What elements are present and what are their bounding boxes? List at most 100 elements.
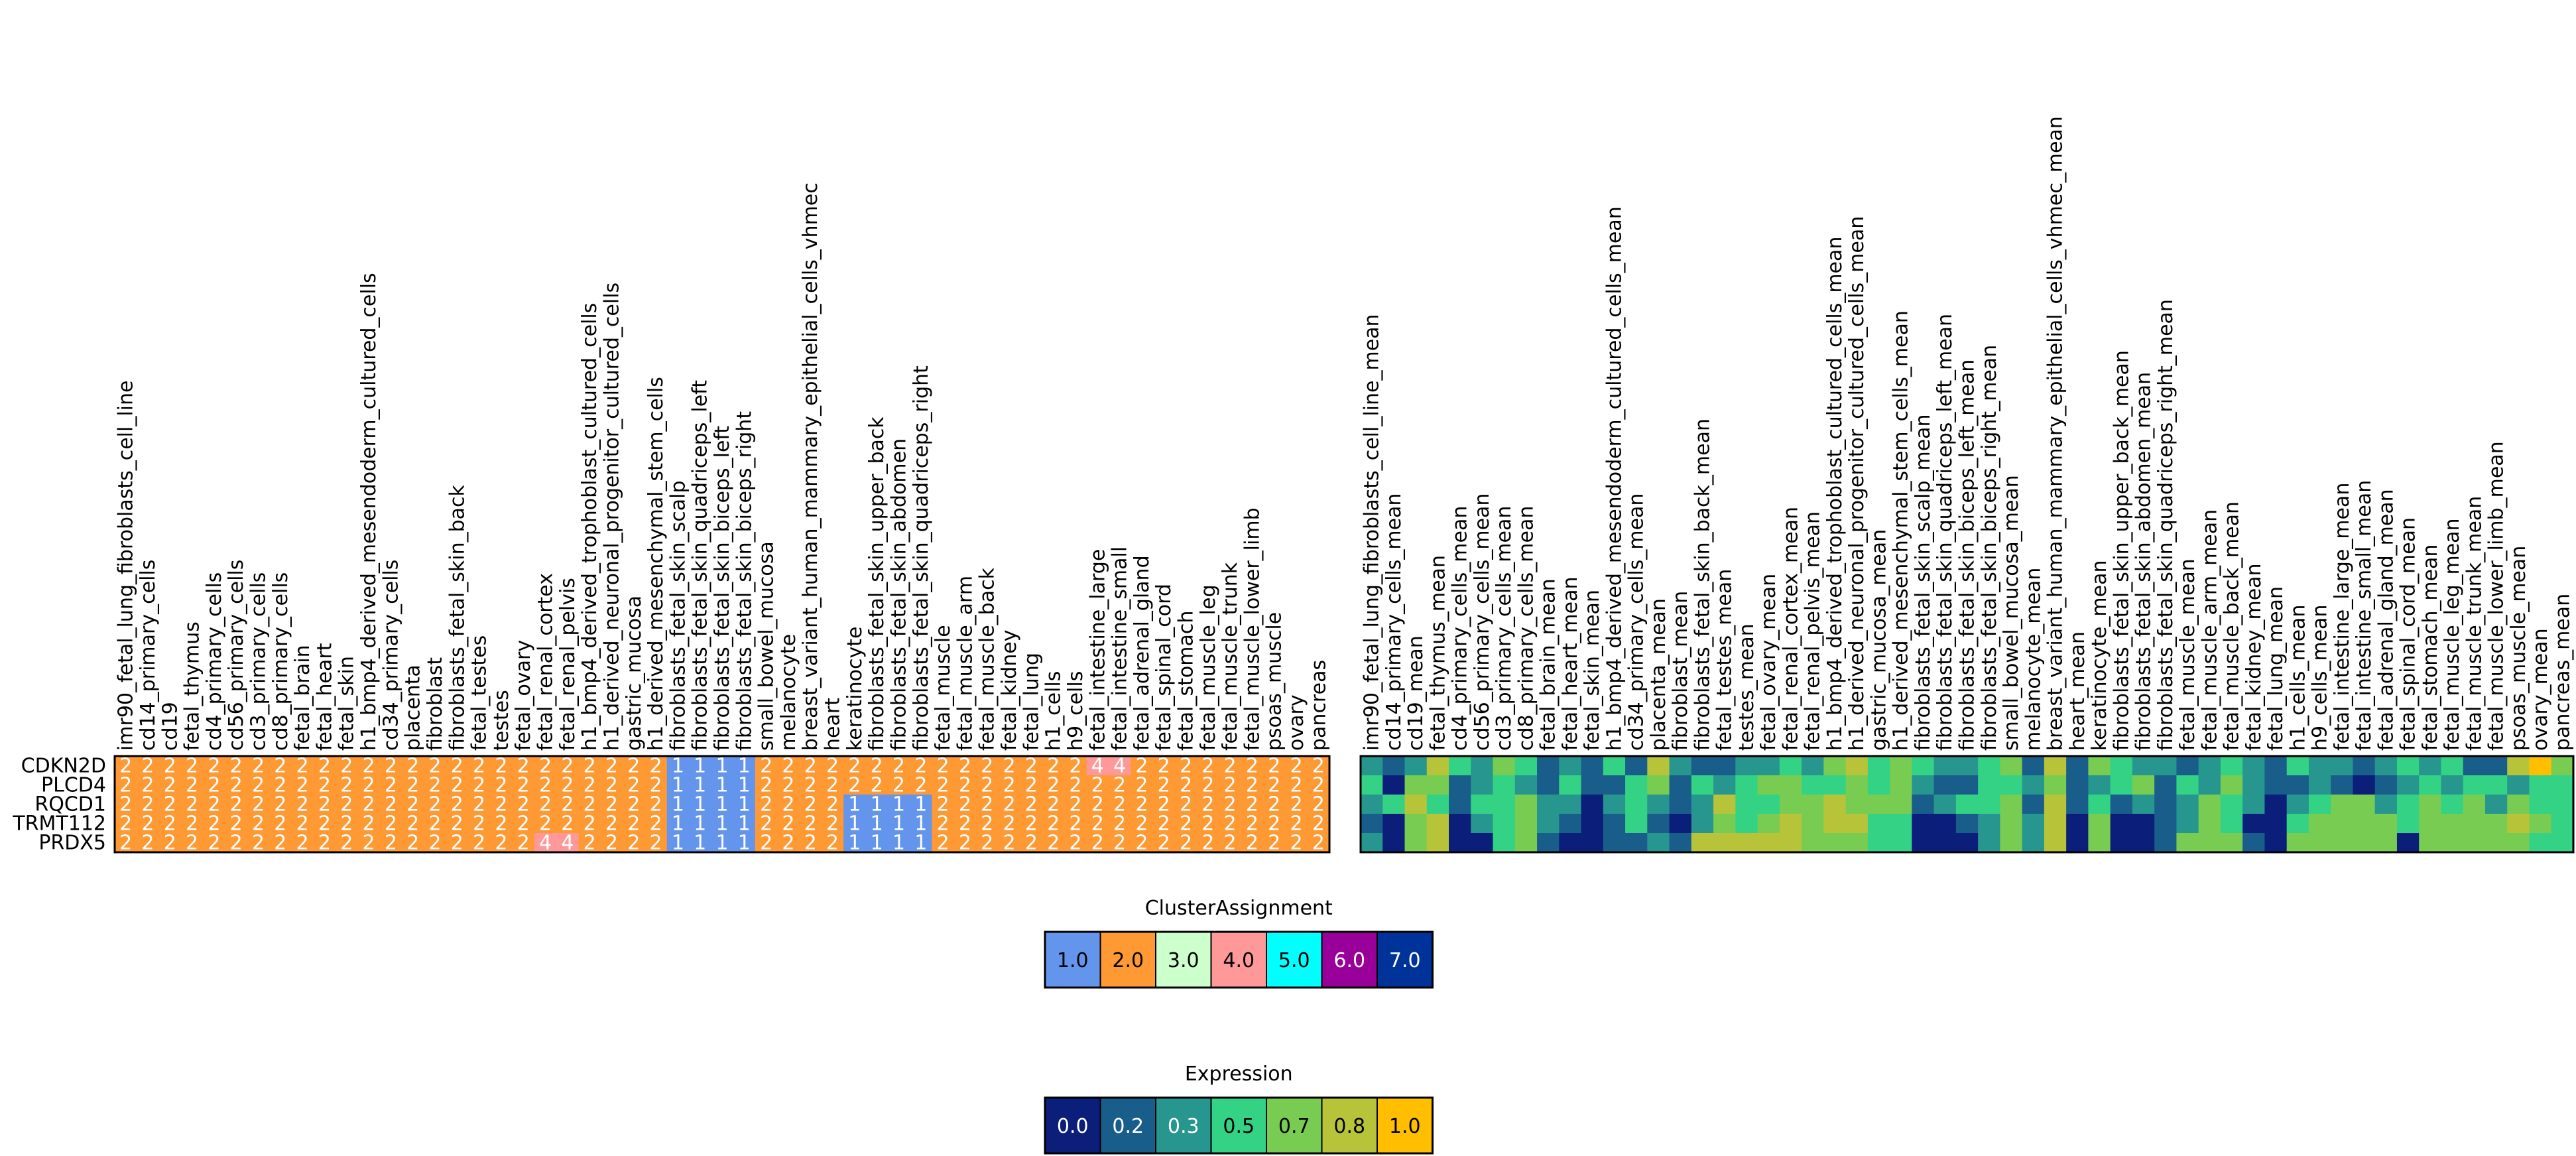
heatmap-cell	[887, 833, 910, 853]
cell-label: 2	[119, 832, 132, 855]
heatmap-cell	[2463, 795, 2486, 814]
column-label: fibroblasts_fetal_skin_scalp	[666, 481, 690, 751]
cell-label: 2	[871, 755, 883, 778]
cell-label: 2	[1069, 832, 1081, 855]
heatmap-cell	[1955, 814, 1979, 834]
cell-label: 2	[539, 793, 552, 816]
heatmap-cell	[1404, 795, 1428, 814]
heatmap-cell	[2419, 833, 2442, 853]
cell-label: 1	[715, 774, 728, 797]
cell-label: 2	[428, 812, 441, 836]
cell-label: 2	[517, 793, 530, 816]
heatmap-cell	[600, 814, 623, 834]
heatmap-cell	[1020, 814, 1043, 834]
heatmap-cell	[2066, 775, 2089, 795]
heatmap-cell	[1263, 756, 1286, 776]
column-label: fibroblasts_fetal_skin_abdomen_mean	[2132, 372, 2156, 751]
column-label: cd4_primary_cells_mean	[1449, 506, 1472, 751]
column-label: psoas_muscle_mean	[2507, 546, 2530, 751]
heatmap-cell	[910, 795, 933, 814]
heatmap-cell	[203, 833, 226, 853]
heatmap-cell	[336, 756, 358, 776]
cell-label: 2	[583, 755, 596, 778]
heatmap-cell	[2374, 795, 2398, 814]
cell-label: 2	[252, 793, 265, 816]
cell-label: 2	[318, 774, 331, 797]
heatmap-cell	[1493, 795, 1516, 814]
cell-label: 1	[715, 793, 728, 816]
heatmap-cell	[2353, 756, 2376, 776]
heatmap-cell	[379, 756, 402, 776]
heatmap-cell	[1713, 795, 1736, 814]
heatmap-cell	[1713, 756, 1736, 776]
cell-label: 2	[826, 812, 839, 836]
cell-label: 2	[1290, 793, 1302, 816]
heatmap-cell	[556, 814, 580, 834]
heatmap-cell	[137, 833, 160, 853]
heatmap-cell	[402, 756, 424, 776]
heatmap-cell	[2507, 833, 2530, 853]
heatmap-cell	[2264, 775, 2288, 795]
cell-label: 2	[495, 755, 507, 778]
heatmap-cell	[1867, 814, 1890, 834]
cell-label: 2	[1113, 812, 1126, 836]
heatmap-cell	[976, 756, 999, 776]
cell-label: 2	[473, 832, 485, 855]
column-label: fetal_ovary	[512, 640, 535, 751]
heatmap-cell	[755, 795, 778, 814]
heatmap-cell	[777, 814, 800, 834]
heatmap-cell	[180, 795, 204, 814]
heatmap-cell	[269, 756, 292, 776]
heatmap-cell	[953, 814, 977, 834]
heatmap-cell	[247, 775, 270, 795]
heatmap-cell	[1978, 775, 2000, 795]
column-label: fetal_brain_mean	[1537, 578, 1560, 751]
heatmap-cell	[1108, 814, 1131, 834]
column-label: fetal_thymus	[181, 621, 204, 751]
heatmap-cell	[291, 814, 314, 834]
heatmap-cell	[2198, 833, 2221, 853]
heatmap-cell	[1219, 775, 1242, 795]
cell-label: 2	[1224, 774, 1237, 797]
cell-label: 2	[274, 755, 286, 778]
cell-label: 2	[1201, 812, 1214, 836]
heatmap-cell	[953, 756, 977, 776]
heatmap-cell	[821, 795, 844, 814]
cell-label: 1	[914, 832, 927, 855]
column-label: fibroblast_mean	[1669, 591, 1692, 751]
heatmap-cell	[1449, 814, 1471, 834]
colorbar-tick-label: 1.0	[1389, 1115, 1421, 1138]
heatmap-cell	[1514, 814, 1538, 834]
column-label: cd19_mean	[1404, 635, 1428, 751]
heatmap-cell	[1625, 756, 1648, 776]
heatmap-cell	[158, 775, 182, 795]
cell-label: 2	[627, 812, 640, 836]
cell-label: 2	[782, 812, 794, 836]
heatmap-cell	[402, 775, 424, 795]
column-label: cd34_primary_cells_mean	[1625, 493, 1648, 751]
colorbar-tick-label: 0.7	[1278, 1115, 1310, 1138]
cell-label: 2	[760, 774, 772, 797]
cell-label: 2	[451, 774, 463, 797]
cell-label: 2	[119, 774, 132, 797]
cell-label: 2	[892, 774, 905, 797]
heatmap-cell	[976, 775, 999, 795]
cell-label: 2	[1069, 755, 1081, 778]
heatmap-cell	[512, 756, 535, 776]
cell-label: 2	[230, 832, 243, 855]
heatmap-cell	[1042, 833, 1065, 853]
colorbar-swatch	[1377, 1097, 1434, 1154]
heatmap-cell	[843, 775, 867, 795]
heatmap-cell	[357, 775, 381, 795]
heatmap-cell	[1086, 756, 1109, 776]
heatmap-cell	[910, 775, 933, 795]
heatmap-cell	[1537, 756, 1560, 776]
heatmap-cell	[1020, 775, 1043, 795]
heatmap-cell	[2022, 756, 2045, 776]
cell-label: 2	[296, 755, 309, 778]
heatmap-cell	[2242, 833, 2266, 853]
cell-label: 2	[1069, 793, 1081, 816]
heatmap-cell	[2044, 833, 2067, 853]
column-label: fetal_spinal_cord_mean	[2397, 517, 2420, 751]
